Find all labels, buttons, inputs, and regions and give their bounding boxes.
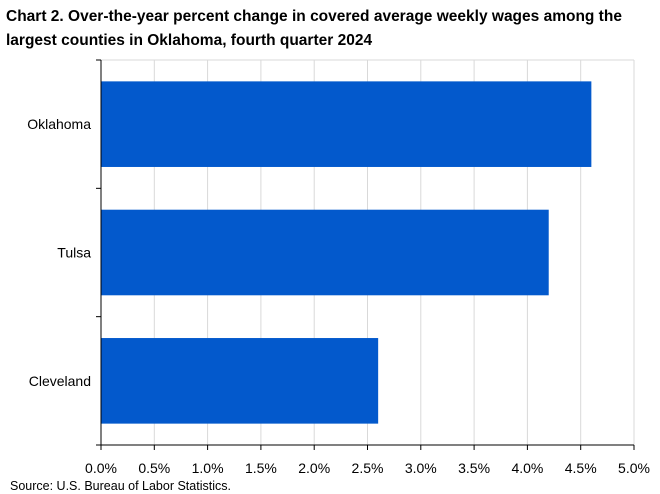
x-tick-label: 5.0% [618,460,650,476]
x-tick-label: 2.0% [298,460,330,476]
x-tick-label: 0.0% [85,460,117,476]
x-tick-label: 4.0% [511,460,543,476]
bar-tulsa [101,209,549,296]
bars [101,81,592,424]
chart-title: Chart 2. Over-the-year percent change in… [6,8,622,49]
axes [96,59,635,450]
source-note: Source: U.S. Bureau of Labor Statistics. [10,479,231,493]
x-tick-label: 3.0% [405,460,437,476]
x-tick-label: 0.5% [138,460,170,476]
y-tick-label: Oklahoma [27,116,91,132]
x-tick-label: 1.5% [245,460,277,476]
bar-cleveland [101,338,379,424]
x-tick-label: 3.5% [458,460,490,476]
x-tick-label: 4.5% [565,460,597,476]
y-tick-label: Tulsa [57,245,91,261]
y-tick-label: Cleveland [29,373,91,389]
x-tick-label: 1.0% [192,460,224,476]
y-tick-labels: Oklahoma Tulsa Cleveland [27,116,91,389]
bar-oklahoma [101,81,592,167]
x-tick-label: 2.5% [352,460,384,476]
x-tick-labels: 0.0% 0.5% 1.0% 1.5% 2.0% 2.5% 3.0% 3.5% 4.0% 4.5%… [85,460,650,476]
